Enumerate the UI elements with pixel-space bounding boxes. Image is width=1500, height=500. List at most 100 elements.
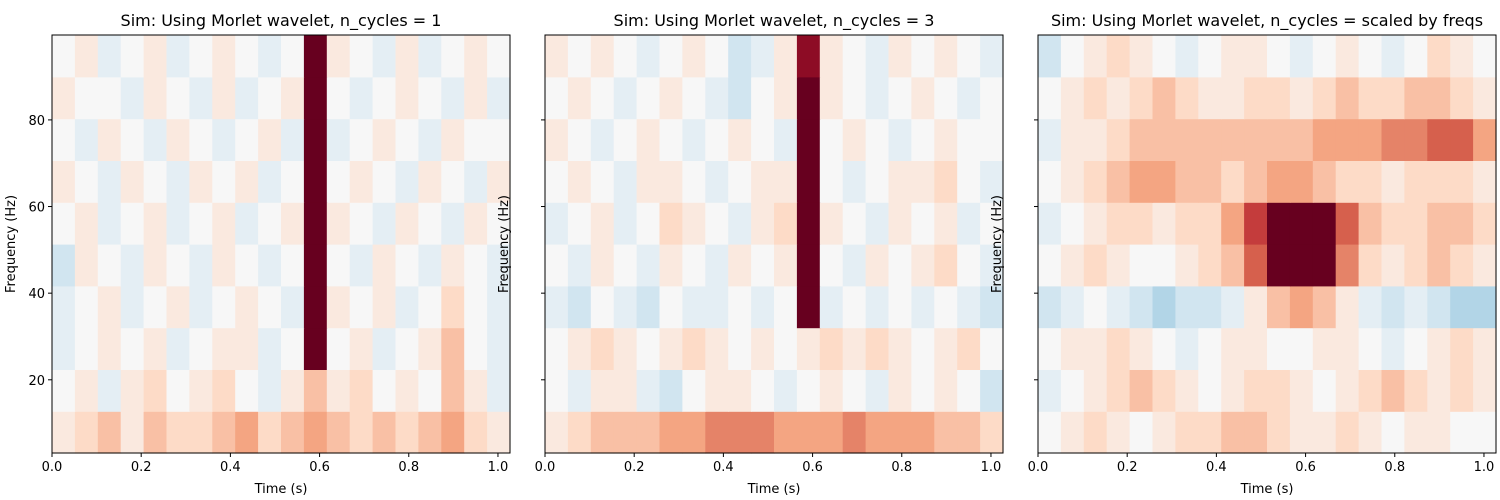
heatmap-cell (1083, 285, 1108, 329)
heatmap-cell (1083, 411, 1108, 454)
heatmap-cell (751, 327, 775, 370)
heatmap-cell (212, 160, 236, 203)
heatmap-cell (865, 369, 890, 412)
heatmap-cell (1244, 285, 1268, 329)
heatmap-cell (1335, 202, 1360, 245)
heatmap-cell (1038, 35, 1062, 78)
heatmap-cell (1198, 118, 1222, 161)
heatmap-cell (1198, 327, 1222, 370)
heatmap-cell (1175, 76, 1199, 120)
heatmap-cell (957, 76, 981, 120)
x-tick-label: 0.2 (1117, 460, 1138, 475)
heatmap-cell (1175, 411, 1199, 454)
heatmap-cell (911, 285, 935, 329)
heatmap-cell (1152, 369, 1176, 412)
heatmap-cell (1083, 35, 1108, 78)
heatmap-cell (74, 285, 99, 329)
heatmap-cell (97, 285, 122, 329)
heatmap-cell (1244, 160, 1268, 203)
heatmap-cell (1038, 411, 1062, 454)
heatmap-cell (888, 285, 912, 329)
heatmap-cell (441, 76, 465, 120)
heatmap-cell (464, 411, 488, 454)
heatmap-cell (97, 118, 122, 161)
heatmap-cell (441, 327, 465, 370)
heatmap-cell (728, 118, 752, 161)
heatmap-cell (613, 369, 638, 412)
heatmap-cell (97, 35, 122, 78)
heatmap-cell (1175, 160, 1199, 203)
heatmap-cell (888, 118, 912, 161)
heatmap-cell (751, 160, 775, 203)
heatmap-cell (143, 369, 168, 412)
heatmap-cell (1244, 118, 1268, 161)
heatmap-cell (349, 327, 374, 370)
heatmap-cell (751, 118, 775, 161)
heatmap-cell (1106, 369, 1131, 412)
heatmap-cell (1404, 76, 1428, 120)
heatmap-cell (796, 244, 821, 287)
heatmap-cell (418, 76, 442, 120)
heatmap-cell (774, 76, 798, 120)
heatmap-cell (1289, 285, 1314, 329)
heatmap-cell (1267, 327, 1291, 370)
heatmap-cell (1244, 76, 1268, 120)
heatmap-cell (120, 369, 145, 412)
heatmap-cell (1198, 160, 1222, 203)
heatmap-cell (166, 369, 190, 412)
heatmap-cell (1152, 327, 1176, 370)
heatmap-cell (1358, 202, 1383, 245)
heatmap-cell (613, 327, 638, 370)
heatmap-cell (819, 202, 844, 245)
heatmap-cell (1335, 118, 1360, 161)
heatmap-cell (888, 244, 912, 287)
heatmap-cell (819, 118, 844, 161)
x-tick-label: 1.0 (981, 460, 1002, 475)
heatmap-cell (1152, 118, 1176, 161)
heatmap-cell (281, 411, 305, 454)
heatmap-cell (1267, 76, 1291, 120)
heatmap-cell (1060, 202, 1085, 245)
heatmap-cell (590, 327, 615, 370)
heatmap-cell (911, 327, 935, 370)
heatmap-cell (751, 76, 775, 120)
heatmap-cell (1335, 160, 1360, 203)
heatmap-cell (326, 327, 351, 370)
heatmap-cell (52, 369, 76, 412)
heatmap-cell (774, 244, 798, 287)
heatmap-cell (74, 202, 99, 245)
heatmap-cell (1106, 244, 1131, 287)
heatmap-cell (728, 244, 752, 287)
heatmap-cell (842, 35, 867, 78)
heatmap-cell (1175, 285, 1199, 329)
heatmap-cell (1358, 285, 1383, 329)
heatmap-cell (143, 411, 168, 454)
heatmap-cell (545, 244, 569, 287)
heatmap-cell (441, 285, 465, 329)
x-tick-label: 0.8 (1384, 460, 1405, 475)
heatmap-cell (728, 202, 752, 245)
heatmap-cell (796, 76, 821, 120)
heatmap-cell (441, 160, 465, 203)
heatmap-cell (636, 244, 661, 287)
heatmap-cell (1404, 369, 1428, 412)
heatmap-cell (1267, 202, 1291, 245)
heatmap-cell (796, 35, 821, 78)
heatmap-cell (1450, 411, 1474, 454)
heatmap-cell (1381, 118, 1405, 161)
heatmap-cell (1312, 160, 1337, 203)
heatmap-cell (728, 160, 752, 203)
heatmap-cell (235, 369, 259, 412)
heatmap-cell (372, 369, 397, 412)
heatmap-cell (911, 202, 935, 245)
heatmap-cell (819, 35, 844, 78)
heatmap-cell (235, 202, 259, 245)
plot-frame (51, 34, 511, 454)
heatmap-cell (1221, 244, 1245, 287)
heatmap-cell (1289, 411, 1314, 454)
heatmap-cell (464, 118, 488, 161)
heatmap-cell (258, 76, 282, 120)
heatmap-cell (166, 35, 190, 78)
heatmap-cell (1244, 411, 1268, 454)
heatmap-cell (1221, 327, 1245, 370)
